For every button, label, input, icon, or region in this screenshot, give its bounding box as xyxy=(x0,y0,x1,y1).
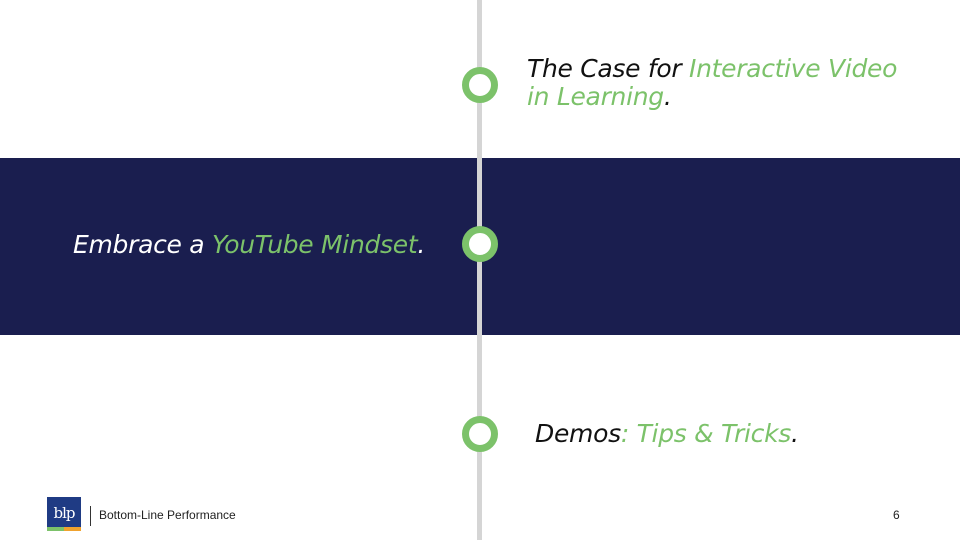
agenda-item-colon: : xyxy=(620,419,629,448)
agenda-item-highlight-line2: in Learning xyxy=(527,82,664,111)
agenda-item-prefix: Demos xyxy=(535,419,621,448)
logo-stripe-orange xyxy=(64,527,81,531)
footer-company-name: Bottom-Line Performance xyxy=(99,508,236,522)
agenda-item-demos: Demos: Tips & Tricks. xyxy=(535,420,799,448)
logo-mark: blp xyxy=(47,497,81,527)
agenda-item-youtube-mindset: Embrace a YouTube Mindset. xyxy=(73,231,425,259)
footer-divider xyxy=(90,506,91,526)
logo-stripe-green xyxy=(47,527,64,531)
agenda-item-prefix: The Case for xyxy=(527,54,689,83)
slide-number: 6 xyxy=(893,508,900,522)
agenda-item-prefix: Embrace a xyxy=(73,230,212,259)
timeline-node-3 xyxy=(462,416,498,452)
timeline-node-2 xyxy=(462,226,498,262)
timeline-node-1 xyxy=(462,67,498,103)
agenda-item-period: . xyxy=(791,419,799,448)
company-logo: blp xyxy=(47,497,81,531)
agenda-item-period: . xyxy=(663,82,672,111)
agenda-item-interactive-video: The Case for Interactive Video in Learni… xyxy=(527,55,897,111)
timeline-line xyxy=(477,0,482,540)
agenda-item-highlight: Tips & Tricks xyxy=(628,419,792,448)
agenda-item-highlight: Interactive Video xyxy=(689,54,898,83)
agenda-item-highlight: YouTube Mindset xyxy=(211,230,418,259)
agenda-item-period: . xyxy=(417,230,426,259)
